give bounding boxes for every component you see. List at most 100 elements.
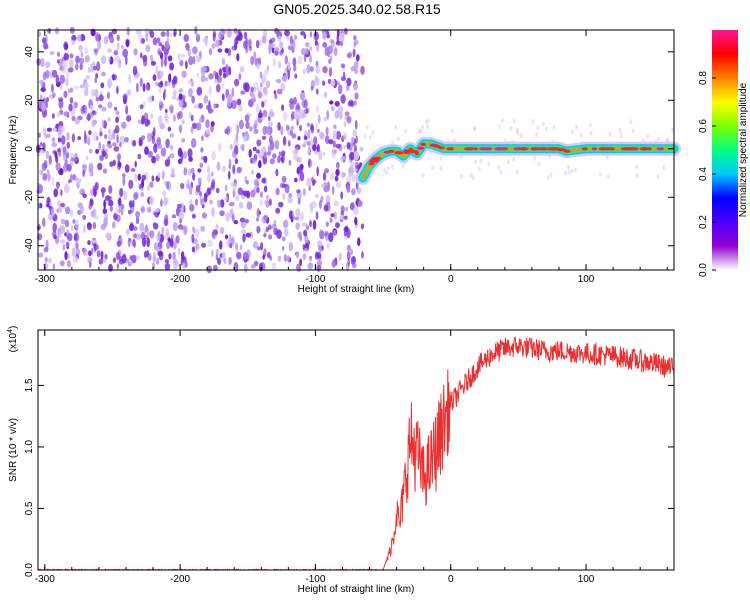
halo-speckle <box>471 175 475 181</box>
noise-speckle <box>344 111 350 117</box>
noise-speckle <box>328 139 334 145</box>
noise-speckle <box>178 125 182 133</box>
noise-speckle <box>165 228 170 238</box>
halo-speckle <box>421 124 424 130</box>
noise-speckle <box>136 82 139 93</box>
noise-speckle <box>207 173 211 183</box>
noise-speckle <box>261 101 265 108</box>
noise-speckle <box>253 82 259 90</box>
noise-speckle <box>178 88 184 93</box>
halo-speckle <box>519 133 523 138</box>
halo-speckle <box>629 119 633 125</box>
noise-speckle <box>319 230 325 240</box>
noise-speckle <box>346 142 351 150</box>
noise-speckle <box>54 27 60 35</box>
halo-speckle <box>567 164 571 170</box>
noise-speckle <box>300 31 306 36</box>
noise-speckle <box>56 59 60 64</box>
noise-speckle <box>208 100 211 109</box>
noise-speckle <box>87 113 91 122</box>
noise-speckle <box>163 196 168 207</box>
noise-speckle <box>268 146 272 155</box>
noise-speckle <box>185 43 190 51</box>
noise-speckle <box>125 105 129 115</box>
noise-speckle <box>79 84 85 89</box>
noise-speckle <box>272 58 276 67</box>
colorbar-tick-label: 0.6 <box>698 119 709 133</box>
noise-speckle <box>115 206 119 215</box>
noise-speckle <box>85 74 90 80</box>
noise-speckle <box>271 223 277 231</box>
noise-speckle <box>211 178 216 188</box>
noise-speckle <box>149 196 154 206</box>
noise-speckle <box>151 175 155 182</box>
noise-speckle <box>236 98 242 106</box>
noise-speckle <box>48 27 52 35</box>
noise-speckle <box>359 146 364 152</box>
noise-speckle <box>238 119 244 130</box>
noise-speckle <box>294 147 299 155</box>
noise-speckle <box>146 84 149 90</box>
noise-speckle <box>189 203 195 212</box>
noise-speckle <box>141 135 146 141</box>
noise-speckle <box>172 222 178 232</box>
noise-speckle <box>224 195 228 202</box>
noise-speckle <box>156 137 161 146</box>
noise-speckle <box>172 114 177 122</box>
noise-speckle <box>60 189 63 197</box>
noise-speckle <box>60 218 66 225</box>
noise-speckle <box>92 61 96 68</box>
noise-speckle <box>117 198 121 205</box>
noise-speckle <box>126 89 132 96</box>
noise-speckle <box>119 142 122 148</box>
noise-speckle <box>88 250 92 257</box>
colorbar: 0.0 0.2 0.4 0.6 0.8 Normalized spectral ampl… <box>698 30 749 277</box>
noise-speckle <box>87 222 92 227</box>
x-tick-label: -100 <box>305 574 325 585</box>
noise-speckle <box>55 162 61 172</box>
noise-speckle <box>334 109 340 119</box>
noise-speckle <box>350 66 356 72</box>
snr-plot-area <box>38 330 674 570</box>
noise-speckle <box>287 70 290 80</box>
noise-speckle <box>285 124 290 131</box>
noise-speckle <box>125 55 128 66</box>
noise-speckle <box>137 119 142 125</box>
noise-speckle <box>67 233 73 242</box>
noise-speckle <box>104 148 108 153</box>
track-hotspot <box>417 146 425 150</box>
noise-speckle <box>178 100 184 108</box>
noise-speckle <box>226 125 230 136</box>
noise-speckle <box>126 26 130 36</box>
noise-speckle <box>277 155 281 164</box>
noise-speckle <box>334 175 339 182</box>
noise-speckle <box>336 33 340 44</box>
noise-speckle <box>113 257 116 262</box>
spectrogram-y-axis: -40 -20 0 20 40 <box>24 46 674 253</box>
noise-speckle <box>226 28 232 38</box>
noise-speckle <box>325 221 329 227</box>
noise-speckle <box>308 158 311 169</box>
noise-speckle <box>89 198 94 207</box>
noise-speckle <box>297 197 301 205</box>
noise-speckle <box>101 119 105 128</box>
noise-speckle <box>235 35 240 41</box>
noise-speckle <box>302 243 305 251</box>
noise-speckle <box>242 233 246 243</box>
noise-speckle <box>331 260 336 268</box>
signal-track-layer <box>355 136 681 185</box>
noise-speckle <box>120 204 125 210</box>
noise-speckle <box>352 48 356 58</box>
noise-speckle <box>351 188 356 196</box>
noise-speckle <box>260 241 264 251</box>
colorbar-tick-label: 0.8 <box>698 71 709 85</box>
noise-speckle <box>225 212 230 222</box>
colorbar-label: Normalized spectral amplitude <box>738 82 749 217</box>
noise-speckle <box>68 179 71 184</box>
halo-speckle <box>472 125 476 131</box>
x-tick-label: 0 <box>448 574 454 585</box>
halo-speckle <box>506 159 510 165</box>
noise-speckle <box>169 62 175 71</box>
noise-speckle <box>72 256 79 264</box>
